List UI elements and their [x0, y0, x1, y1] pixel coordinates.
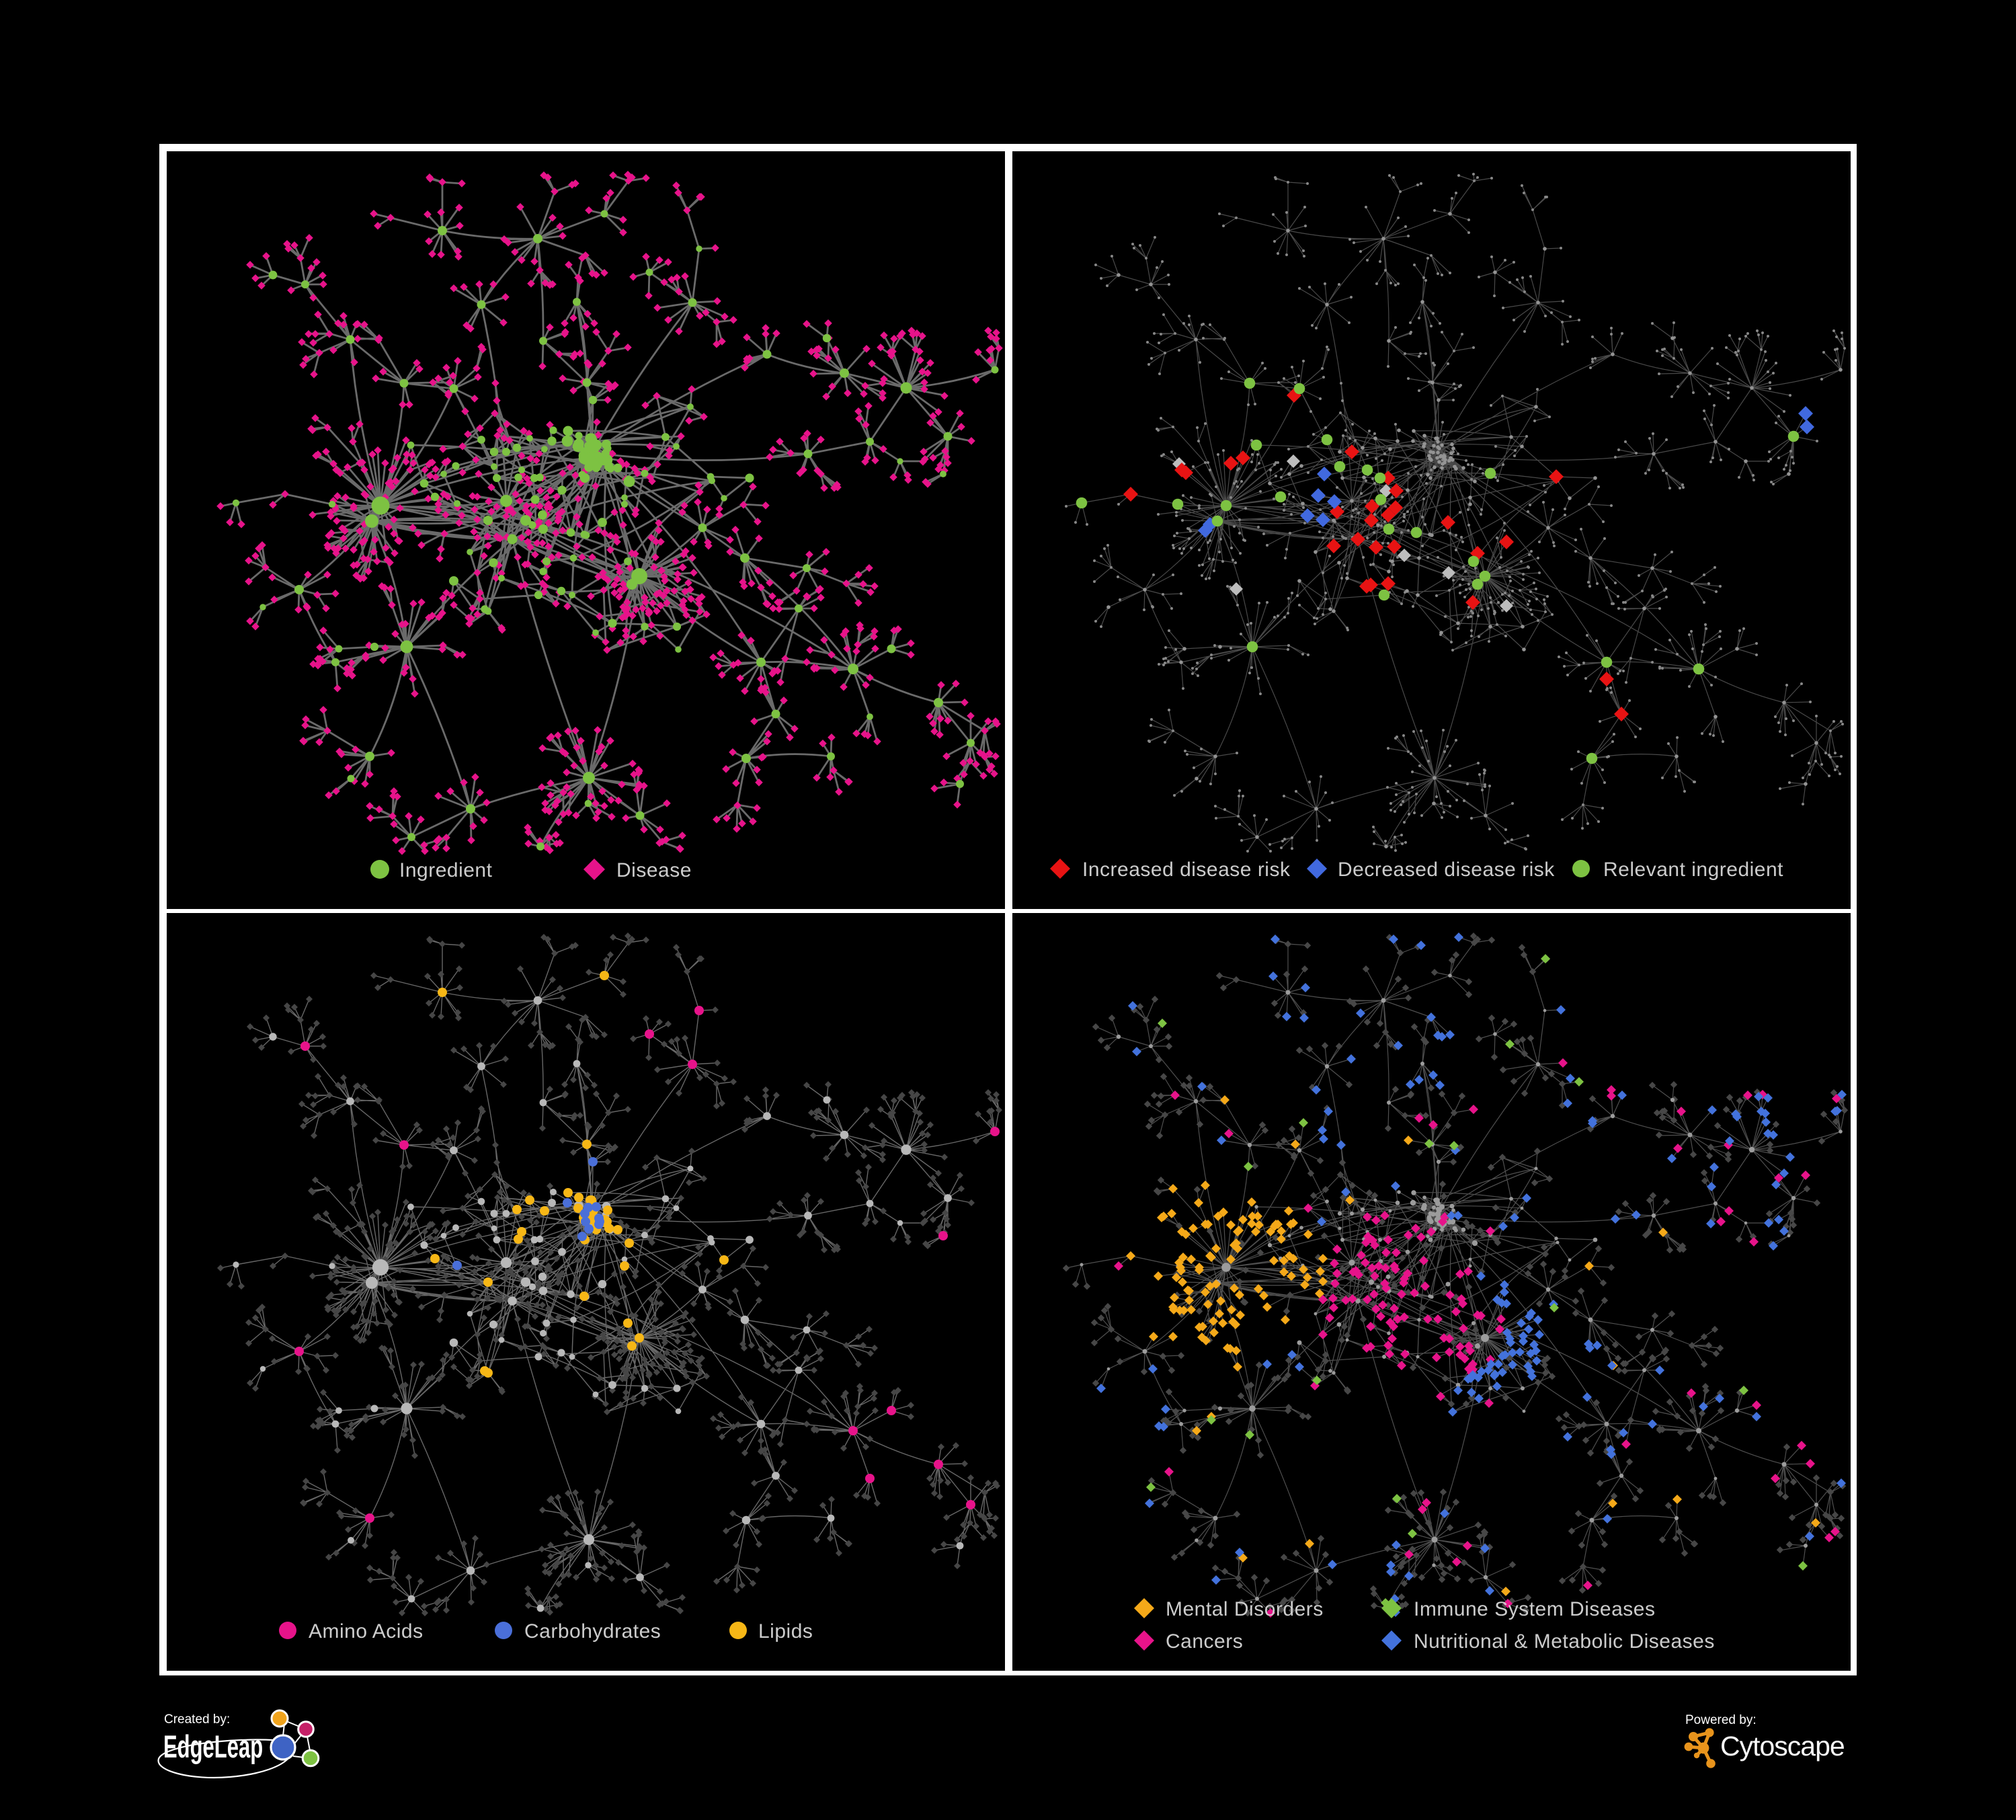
svg-text:Nutritional & Metabolic Diseas: Nutritional & Metabolic Diseases: [1414, 1630, 1715, 1653]
svg-text:Relevant ingredient: Relevant ingredient: [1603, 859, 1783, 881]
svg-text:Lipids: Lipids: [758, 1620, 813, 1643]
svg-text:Ingredient: Ingredient: [399, 859, 493, 881]
svg-text:Cancers: Cancers: [1166, 1630, 1243, 1653]
svg-text:Carbohydrates: Carbohydrates: [524, 1620, 661, 1643]
svg-text:Amino Acids: Amino Acids: [309, 1620, 424, 1643]
svg-text:Mental Disorders: Mental Disorders: [1166, 1598, 1324, 1620]
svg-text:Increased disease risk: Increased disease risk: [1082, 859, 1291, 881]
svg-text:Disease: Disease: [616, 859, 692, 881]
svg-text:Created by:: Created by:: [164, 1712, 230, 1727]
svg-text:Immune System Diseases: Immune System Diseases: [1414, 1598, 1655, 1620]
svg-text:Cytoscape: Cytoscape: [1720, 1731, 1845, 1762]
svg-text:Decreased disease risk: Decreased disease risk: [1338, 859, 1555, 881]
svg-text:Powered by:: Powered by:: [1685, 1713, 1757, 1727]
svg-text:EdgeLeap: EdgeLeap: [163, 1730, 263, 1765]
